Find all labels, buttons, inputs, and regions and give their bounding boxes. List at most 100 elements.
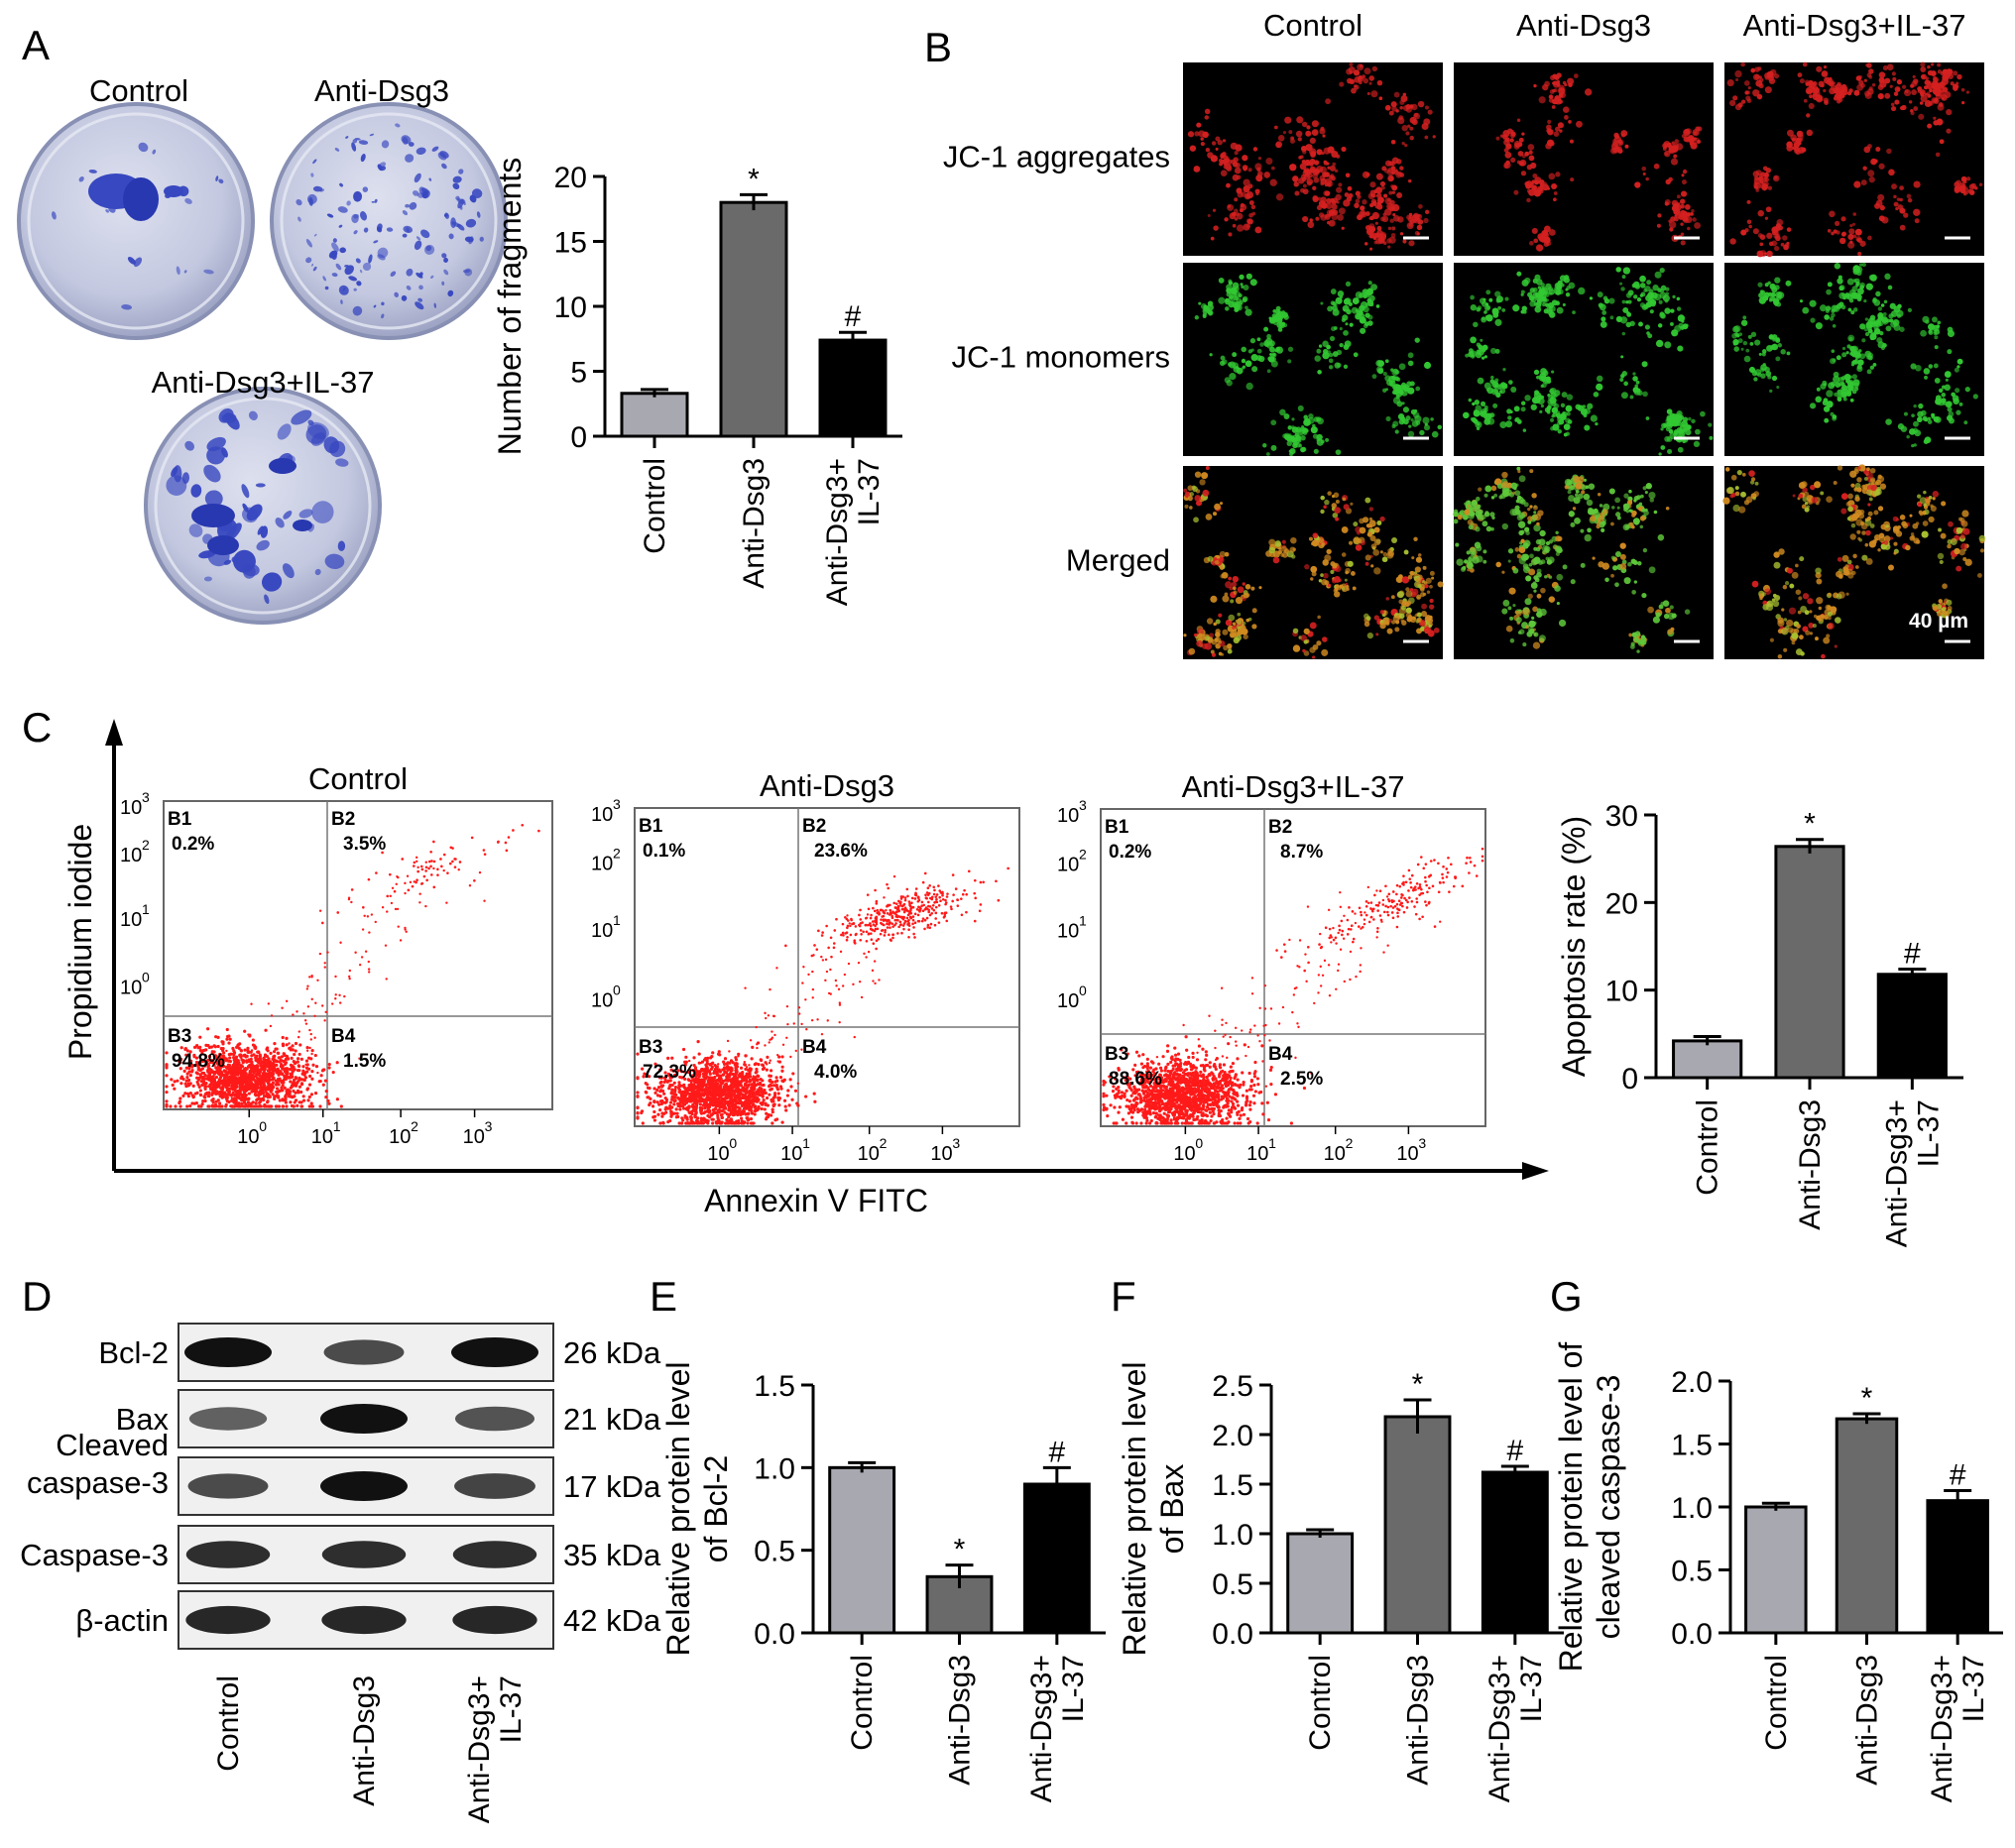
fluorescent-cell [1397, 117, 1405, 125]
fluorescent-cell [1347, 185, 1353, 191]
stain-fragment [405, 154, 415, 163]
fluorescent-cell [1922, 511, 1927, 515]
fluorescent-cell [1384, 388, 1389, 392]
fluorescent-cell [1768, 77, 1776, 84]
fluorescent-cell [1864, 542, 1869, 547]
fluorescent-cell [1619, 377, 1624, 382]
fluorescent-cell [1226, 182, 1231, 188]
fluorescent-cell [1520, 538, 1525, 543]
fluorescent-cell [1401, 605, 1407, 611]
fluorescent-cell [1404, 144, 1408, 148]
fluorescent-cell [1344, 192, 1350, 197]
event-dot [301, 1070, 305, 1074]
fluorescent-cell [1271, 352, 1277, 358]
stain-fragment [359, 211, 368, 221]
fluorescent-cell [1667, 410, 1671, 414]
fluorescent-cell [1952, 395, 1959, 402]
stain-fragment [166, 475, 187, 496]
fluorescent-cell [1361, 211, 1367, 218]
fluorescent-cell [1622, 267, 1631, 275]
fluorescent-cell [1890, 102, 1895, 107]
fluorescent-cell [1692, 129, 1700, 137]
fluorescent-cell [1529, 240, 1534, 246]
fluorescent-cell [1658, 299, 1663, 304]
fluorescent-cell [1522, 542, 1529, 549]
fluorescent-cell [1515, 610, 1522, 617]
stain-fragment [415, 301, 424, 310]
fluorescent-cell [1268, 538, 1276, 546]
fluorescent-cell [1516, 419, 1522, 424]
fluorescent-cell [1533, 589, 1537, 593]
fluorescent-cell [1673, 154, 1678, 159]
fluorescent-cell [1375, 304, 1380, 308]
fluorescent-cell [1877, 84, 1884, 90]
event-dot [310, 1049, 314, 1053]
fluorescent-cell [1674, 214, 1678, 218]
fluorescent-cell [1534, 176, 1542, 184]
fluorescent-cell [1789, 583, 1795, 589]
fluorescent-cell [1255, 191, 1259, 196]
fluorescent-cell [1207, 214, 1211, 218]
stain-fragment [335, 263, 342, 271]
fluorescent-cell [1352, 297, 1360, 305]
fluorescent-cell [1551, 370, 1555, 374]
event-dot [286, 1057, 291, 1061]
fluorescent-cell [1237, 586, 1245, 594]
stain-fragment [358, 140, 369, 145]
fluorescent-cell [1852, 212, 1857, 216]
fluorescent-cell [1748, 470, 1755, 477]
fluorescent-cell [1560, 283, 1565, 288]
event-dot [249, 1101, 253, 1105]
fluorescent-cell [1556, 306, 1564, 314]
fluorescent-cell [1761, 592, 1766, 597]
fluorescent-cell [1298, 156, 1302, 160]
fluorescent-cell [1841, 385, 1848, 392]
fluorescent-cell [1586, 499, 1594, 507]
fluorescent-cell [1678, 214, 1685, 221]
fluorescent-cell [1740, 347, 1744, 351]
stain-fragment [188, 523, 203, 537]
fluorescent-cell [1947, 326, 1954, 333]
fluorescent-cell [1953, 83, 1959, 90]
fluorescent-cell [1665, 607, 1671, 614]
fluorescent-cell [1771, 240, 1778, 247]
fluorescent-cell [1582, 404, 1587, 408]
fluorescent-cell [1470, 294, 1475, 300]
fluorescent-cell [1469, 511, 1476, 518]
event-dot [311, 1063, 315, 1067]
fluorescent-cell [1205, 513, 1213, 520]
stain-fragment [471, 188, 483, 199]
fluorescent-cell [1742, 340, 1748, 346]
fluorescent-cell [1854, 228, 1862, 236]
fluorescent-cell [1743, 355, 1751, 363]
fluorescent-cell [1660, 445, 1666, 450]
fluorescent-cell [1329, 335, 1336, 342]
fluorescent-cell [1227, 362, 1233, 367]
fluorescent-cell [1365, 523, 1370, 528]
fluorescent-cell [1325, 98, 1332, 105]
fluorescent-cell [1331, 213, 1339, 221]
fluorescent-cell [1797, 72, 1803, 78]
fluorescent-cell [1464, 502, 1468, 506]
fluorescent-cell [1867, 235, 1872, 241]
fluorescent-cell [1908, 100, 1913, 104]
fluorescent-cell [1848, 297, 1854, 303]
fluorescent-cell [1892, 76, 1897, 81]
fluorescent-cell [1189, 145, 1197, 152]
event-dot [173, 1080, 177, 1084]
event-dot [289, 1100, 293, 1104]
fluorescent-cell [1758, 352, 1762, 356]
fluorescent-cell [1535, 244, 1544, 252]
fluorescent-cell [1548, 596, 1556, 603]
event-dot [309, 1101, 313, 1105]
fluorescent-cell [1480, 517, 1484, 521]
fluorescent-cell [1375, 366, 1384, 374]
fluorescent-cell [1827, 611, 1834, 617]
fluorescent-cell [1305, 144, 1313, 152]
fluorescent-cell [1278, 321, 1286, 329]
stain-fragment [348, 276, 358, 282]
fluorescent-cell [1670, 216, 1676, 222]
fluorescent-cell [1305, 130, 1312, 137]
fluorescent-cell [1477, 348, 1484, 356]
fluorescent-cell [1764, 176, 1770, 182]
